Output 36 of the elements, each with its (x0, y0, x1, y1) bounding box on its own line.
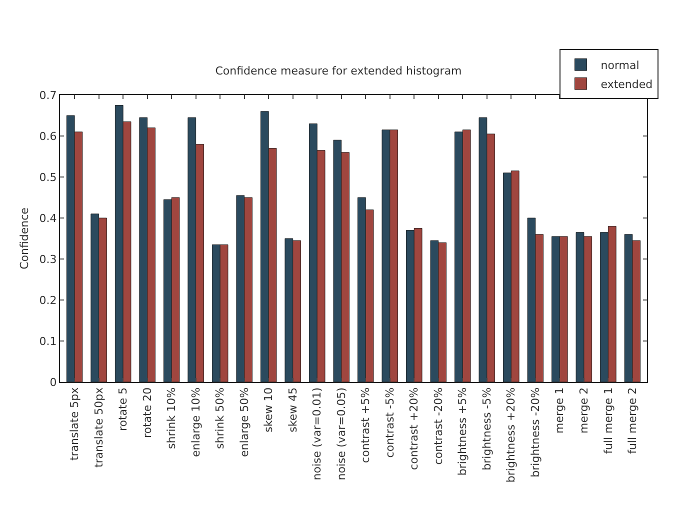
x-tick-label: full merge 2 (626, 387, 640, 454)
x-tick-label: contrast +5% (359, 387, 372, 463)
x-tick-label: translate 50px (92, 386, 106, 468)
y-tick-label: 0.1 (39, 334, 57, 348)
legend-label: normal (600, 58, 640, 72)
x-tick-label: rotate 20 (140, 387, 154, 438)
x-tick-label: noise (var=0.05) (334, 387, 348, 480)
chart-title: Confidence measure for extended histogram (215, 64, 462, 78)
y-tick-label: 0.6 (39, 130, 57, 143)
x-tick-label: brightness +5% (456, 387, 470, 476)
y-tick-label: 0.3 (39, 252, 57, 266)
x-tick-label: enlarge 10% (189, 387, 202, 457)
x-tick-label: skew 45 (286, 387, 300, 432)
x-tick-label: rotate 5 (116, 387, 130, 432)
y-tick-label: 0.7 (39, 88, 57, 102)
legend-label: extended (600, 78, 653, 91)
x-tick-label: contrast -20% (432, 387, 445, 465)
x-tick-label: enlarge 50% (238, 387, 251, 457)
x-tick-label: full merge 1 (602, 387, 615, 454)
y-tick-label: 0 (50, 376, 57, 389)
x-tick-label: merge 1 (553, 387, 566, 434)
x-tick-label: contrast +20% (408, 387, 421, 470)
x-tick-label: translate 5px (68, 386, 82, 461)
x-tick-label: brightness -5% (480, 387, 494, 470)
y-tick-label: 0.2 (39, 294, 57, 307)
x-tick-label: noise (var=0.01) (310, 387, 324, 480)
y-axis-title: Confidence (18, 207, 31, 270)
x-tick-label: shrink 10% (165, 387, 178, 449)
x-tick-label: merge 2 (578, 387, 591, 434)
x-tick-label: skew 10 (262, 387, 276, 432)
x-tick-label: brightness -20% (528, 387, 542, 478)
x-tick-label: contrast -5% (383, 387, 396, 458)
x-tick-label: shrink 50% (214, 387, 227, 449)
x-tick-label: brightness +20% (504, 387, 518, 483)
y-tick-label: 0.5 (39, 170, 57, 184)
y-tick-label: 0.4 (39, 212, 57, 225)
